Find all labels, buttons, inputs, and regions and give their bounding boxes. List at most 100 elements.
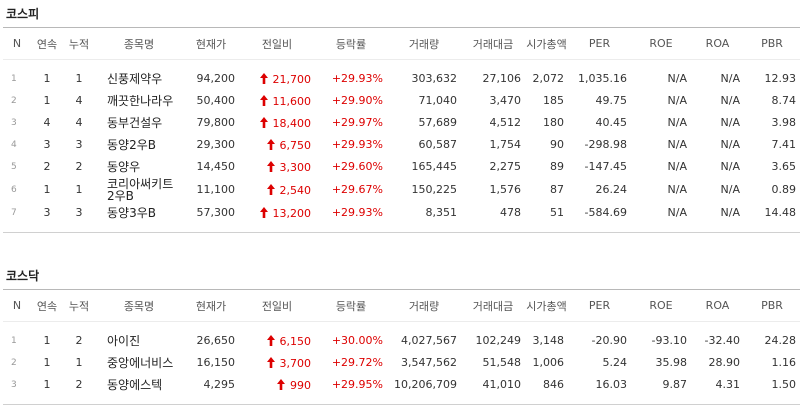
stock-name: 동양우 xyxy=(107,160,141,174)
cell: 7.41 xyxy=(771,138,797,151)
cell: 71,040 xyxy=(418,94,458,107)
stock-name: 중앙에너비스 xyxy=(107,356,174,370)
column-header: 거래량 xyxy=(387,27,461,60)
cell: 3,148 xyxy=(532,334,565,347)
column-header: PBR xyxy=(744,289,800,322)
cell: 1,006 xyxy=(532,356,565,369)
cell: 3 xyxy=(75,138,83,151)
cell: +29.97% xyxy=(331,116,383,129)
column-header: N xyxy=(3,289,31,322)
cell: 16,150 xyxy=(196,356,236,369)
cell: 29,300 xyxy=(196,138,236,151)
cell: 1 xyxy=(43,334,51,347)
column-header: PBR xyxy=(744,27,800,60)
cell: 5.24 xyxy=(602,356,628,369)
cell: 35.98 xyxy=(655,356,688,369)
stock-row: 3 4 4 동부건설우 79,800 18,400 +29.97% 57,689 4,512 18… xyxy=(3,112,800,134)
cell: 3,470 xyxy=(489,94,522,107)
column-header: 종목명 xyxy=(95,289,183,322)
change-cell: 6,150 xyxy=(239,322,315,353)
column-header: ROA xyxy=(691,289,744,322)
column-header: PER xyxy=(568,289,631,322)
cell: 1 xyxy=(11,74,17,84)
cell: +29.72% xyxy=(331,356,383,369)
cell: 3 xyxy=(11,118,17,128)
stock-name: 동양3우B xyxy=(107,206,156,220)
cell: -584.69 xyxy=(584,206,627,219)
up-arrow xyxy=(266,183,275,195)
cell: 14.48 xyxy=(764,206,797,219)
stock-name: 신풍제약우 xyxy=(107,72,163,86)
cell: +29.93% xyxy=(331,72,383,85)
stock-table: N 연속 누적 종목명 현재가 전일비 등락률 거래량 거래대금 시가총액 PER ROE ROA PBR… xyxy=(3,289,800,405)
cell: 303,632 xyxy=(411,72,458,85)
cell: 2,072 xyxy=(532,72,565,85)
change-value: 2,540 xyxy=(279,183,312,197)
stock-name: 코리아써키트2우B xyxy=(107,177,174,203)
cell: 2 xyxy=(75,334,83,347)
cell: 89 xyxy=(550,160,564,173)
cell: 150,225 xyxy=(411,183,458,196)
section-title: 코스닥 xyxy=(6,269,40,283)
cell: 4 xyxy=(43,116,51,129)
cell: 3 xyxy=(75,206,83,219)
cell: 180 xyxy=(543,116,564,129)
column-header: 전일비 xyxy=(239,27,315,60)
kospi-section: 코스피 N 연속 누적 종목명 현재가 전일비 등락률 거래량 거래대금 시가총액 PER ROE ROA… xyxy=(3,5,800,233)
cell: 50,400 xyxy=(196,94,236,107)
cell: 3 xyxy=(43,138,51,151)
cell: N/A xyxy=(667,160,687,173)
cell: 2 xyxy=(43,160,51,173)
stock-table: N 연속 누적 종목명 현재가 전일비 등락률 거래량 거래대금 시가총액 PER ROE ROA PBR… xyxy=(3,27,800,233)
cell: +29.93% xyxy=(331,138,383,151)
cell: N/A xyxy=(720,183,740,196)
cell: 24.28 xyxy=(764,334,797,347)
cell: 2 xyxy=(11,96,17,106)
cell: +29.90% xyxy=(331,94,383,107)
section-title: 코스피 xyxy=(6,7,40,21)
cell: 1.50 xyxy=(771,378,797,391)
cell: 3 xyxy=(11,380,17,390)
cell: -298.98 xyxy=(584,138,627,151)
cell: 1 xyxy=(75,356,83,369)
cell: 11,100 xyxy=(196,183,236,196)
cell: 4.31 xyxy=(715,378,741,391)
change-value: 990 xyxy=(290,378,311,392)
cell: 185 xyxy=(543,94,564,107)
cell: 87 xyxy=(550,183,564,196)
change-value: 6,150 xyxy=(279,334,312,348)
cell: +30.00% xyxy=(331,334,383,347)
stock-name: 동양에스텍 xyxy=(107,378,163,392)
column-header: PER xyxy=(568,27,631,60)
cell: 8,351 xyxy=(425,206,458,219)
change-cell: 11,600 xyxy=(239,90,315,112)
cell: 8.74 xyxy=(771,94,797,107)
cell: 4 xyxy=(75,94,83,107)
cell: 3,547,562 xyxy=(401,356,457,369)
column-header: 시가총액 xyxy=(525,27,568,60)
cell: 5 xyxy=(11,162,17,172)
cell: 41,010 xyxy=(482,378,522,391)
cell: N/A xyxy=(667,116,687,129)
cell: 1 xyxy=(43,72,51,85)
cell: +29.93% xyxy=(331,206,383,219)
header-row: N 연속 누적 종목명 현재가 전일비 등락률 거래량 거래대금 시가총액 PER ROE ROA PBR xyxy=(3,289,800,322)
column-header: N xyxy=(3,27,31,60)
cell: 4 xyxy=(75,116,83,129)
cell: 12.93 xyxy=(764,72,797,85)
cell: 4,295 xyxy=(203,378,236,391)
cell: +29.60% xyxy=(331,160,383,173)
cell: N/A xyxy=(720,138,740,151)
cell: 2 xyxy=(11,358,17,368)
cell: N/A xyxy=(720,94,740,107)
cell: 51 xyxy=(550,206,564,219)
cell: 846 xyxy=(543,378,564,391)
up-arrow xyxy=(259,116,268,128)
change-value: 13,200 xyxy=(272,206,312,220)
cell: 1 xyxy=(75,183,83,196)
cell: N/A xyxy=(667,183,687,196)
up-arrow xyxy=(266,356,275,368)
stock-row: 1 1 1 신풍제약우 94,200 21,700 +29.93% 303,632 27,106… xyxy=(3,60,800,91)
cell: +29.67% xyxy=(331,183,383,196)
